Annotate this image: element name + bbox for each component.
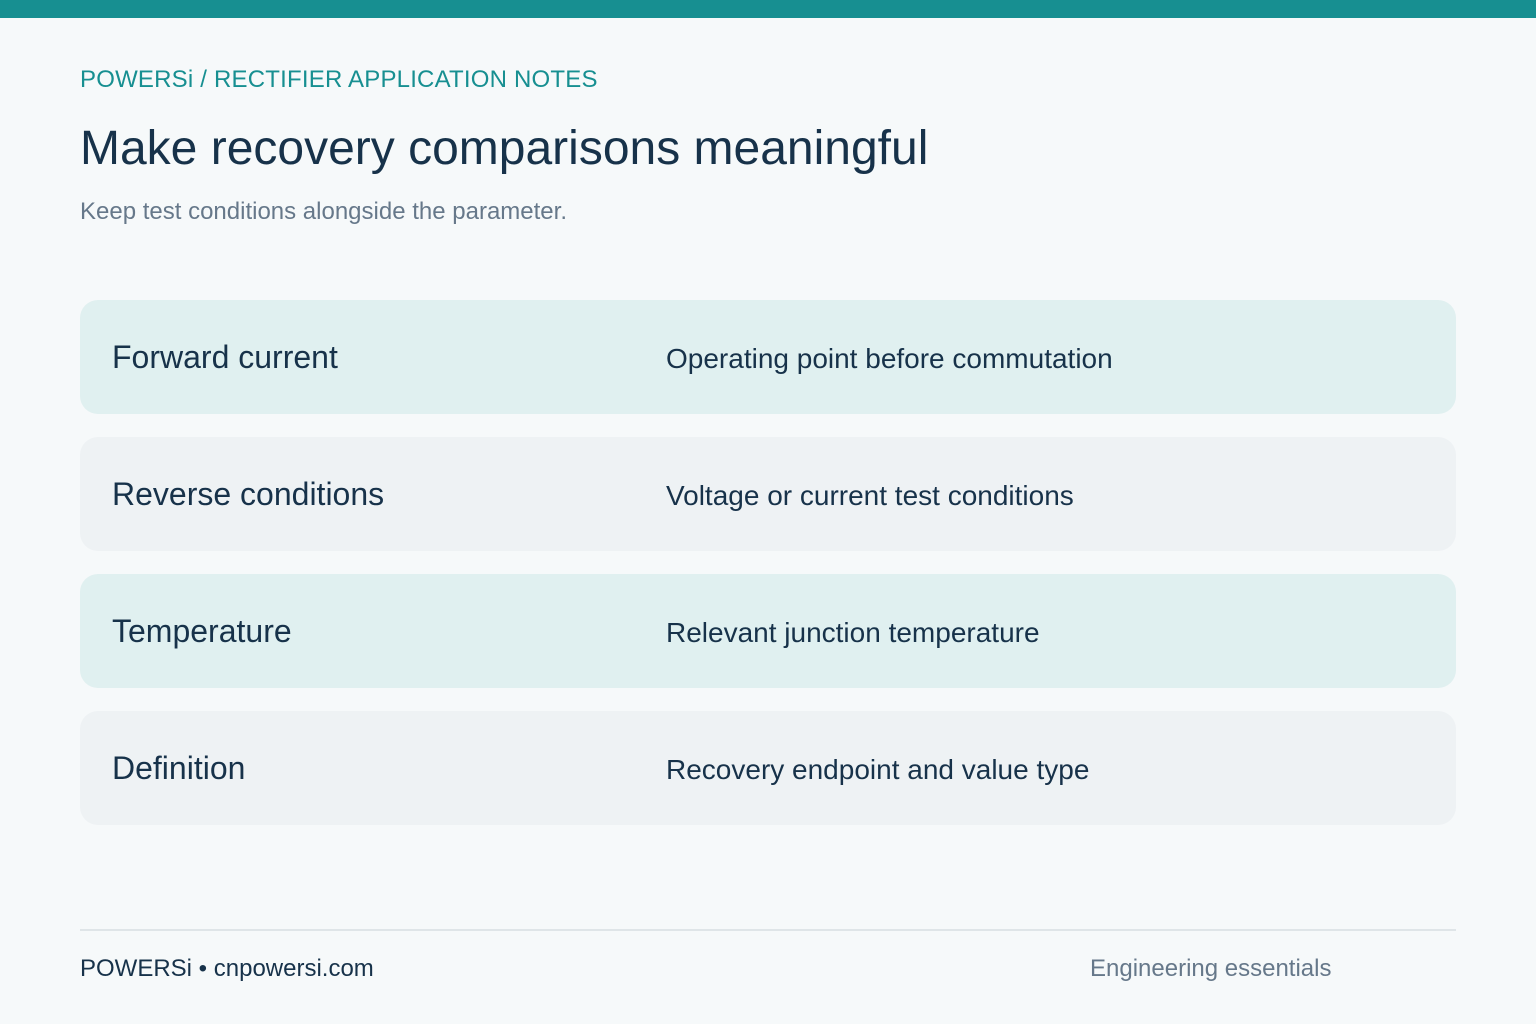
parameter-description: Recovery endpoint and value type (666, 754, 1090, 785)
parameter-label: Temperature (112, 613, 292, 649)
parameter-label: Definition (112, 750, 246, 786)
parameter-label: Reverse conditions (112, 476, 385, 512)
parameter-list: Forward current Operating point before c… (80, 300, 1456, 848)
footer-divider (80, 929, 1456, 931)
parameter-row-definition: Definition Recovery endpoint and value t… (80, 711, 1456, 825)
page-subtitle: Keep test conditions alongside the param… (80, 198, 567, 225)
footer-brand: POWERSi • cnpowersi.com (80, 955, 374, 982)
parameter-description: Relevant junction temperature (666, 617, 1040, 648)
footer-tagline: Engineering essentials (1090, 955, 1332, 982)
top-accent-bar (0, 0, 1536, 18)
parameter-description: Voltage or current test conditions (666, 480, 1074, 511)
page-title: Make recovery comparisons meaningful (80, 122, 929, 175)
parameter-row-temperature: Temperature Relevant junction temperatur… (80, 574, 1456, 688)
parameter-label: Forward current (112, 339, 338, 375)
parameter-description: Operating point before commutation (666, 343, 1113, 374)
breadcrumb: POWERSi / RECTIFIER APPLICATION NOTES (80, 66, 598, 93)
parameter-row-forward-current: Forward current Operating point before c… (80, 300, 1456, 414)
parameter-row-reverse-conditions: Reverse conditions Voltage or current te… (80, 437, 1456, 551)
